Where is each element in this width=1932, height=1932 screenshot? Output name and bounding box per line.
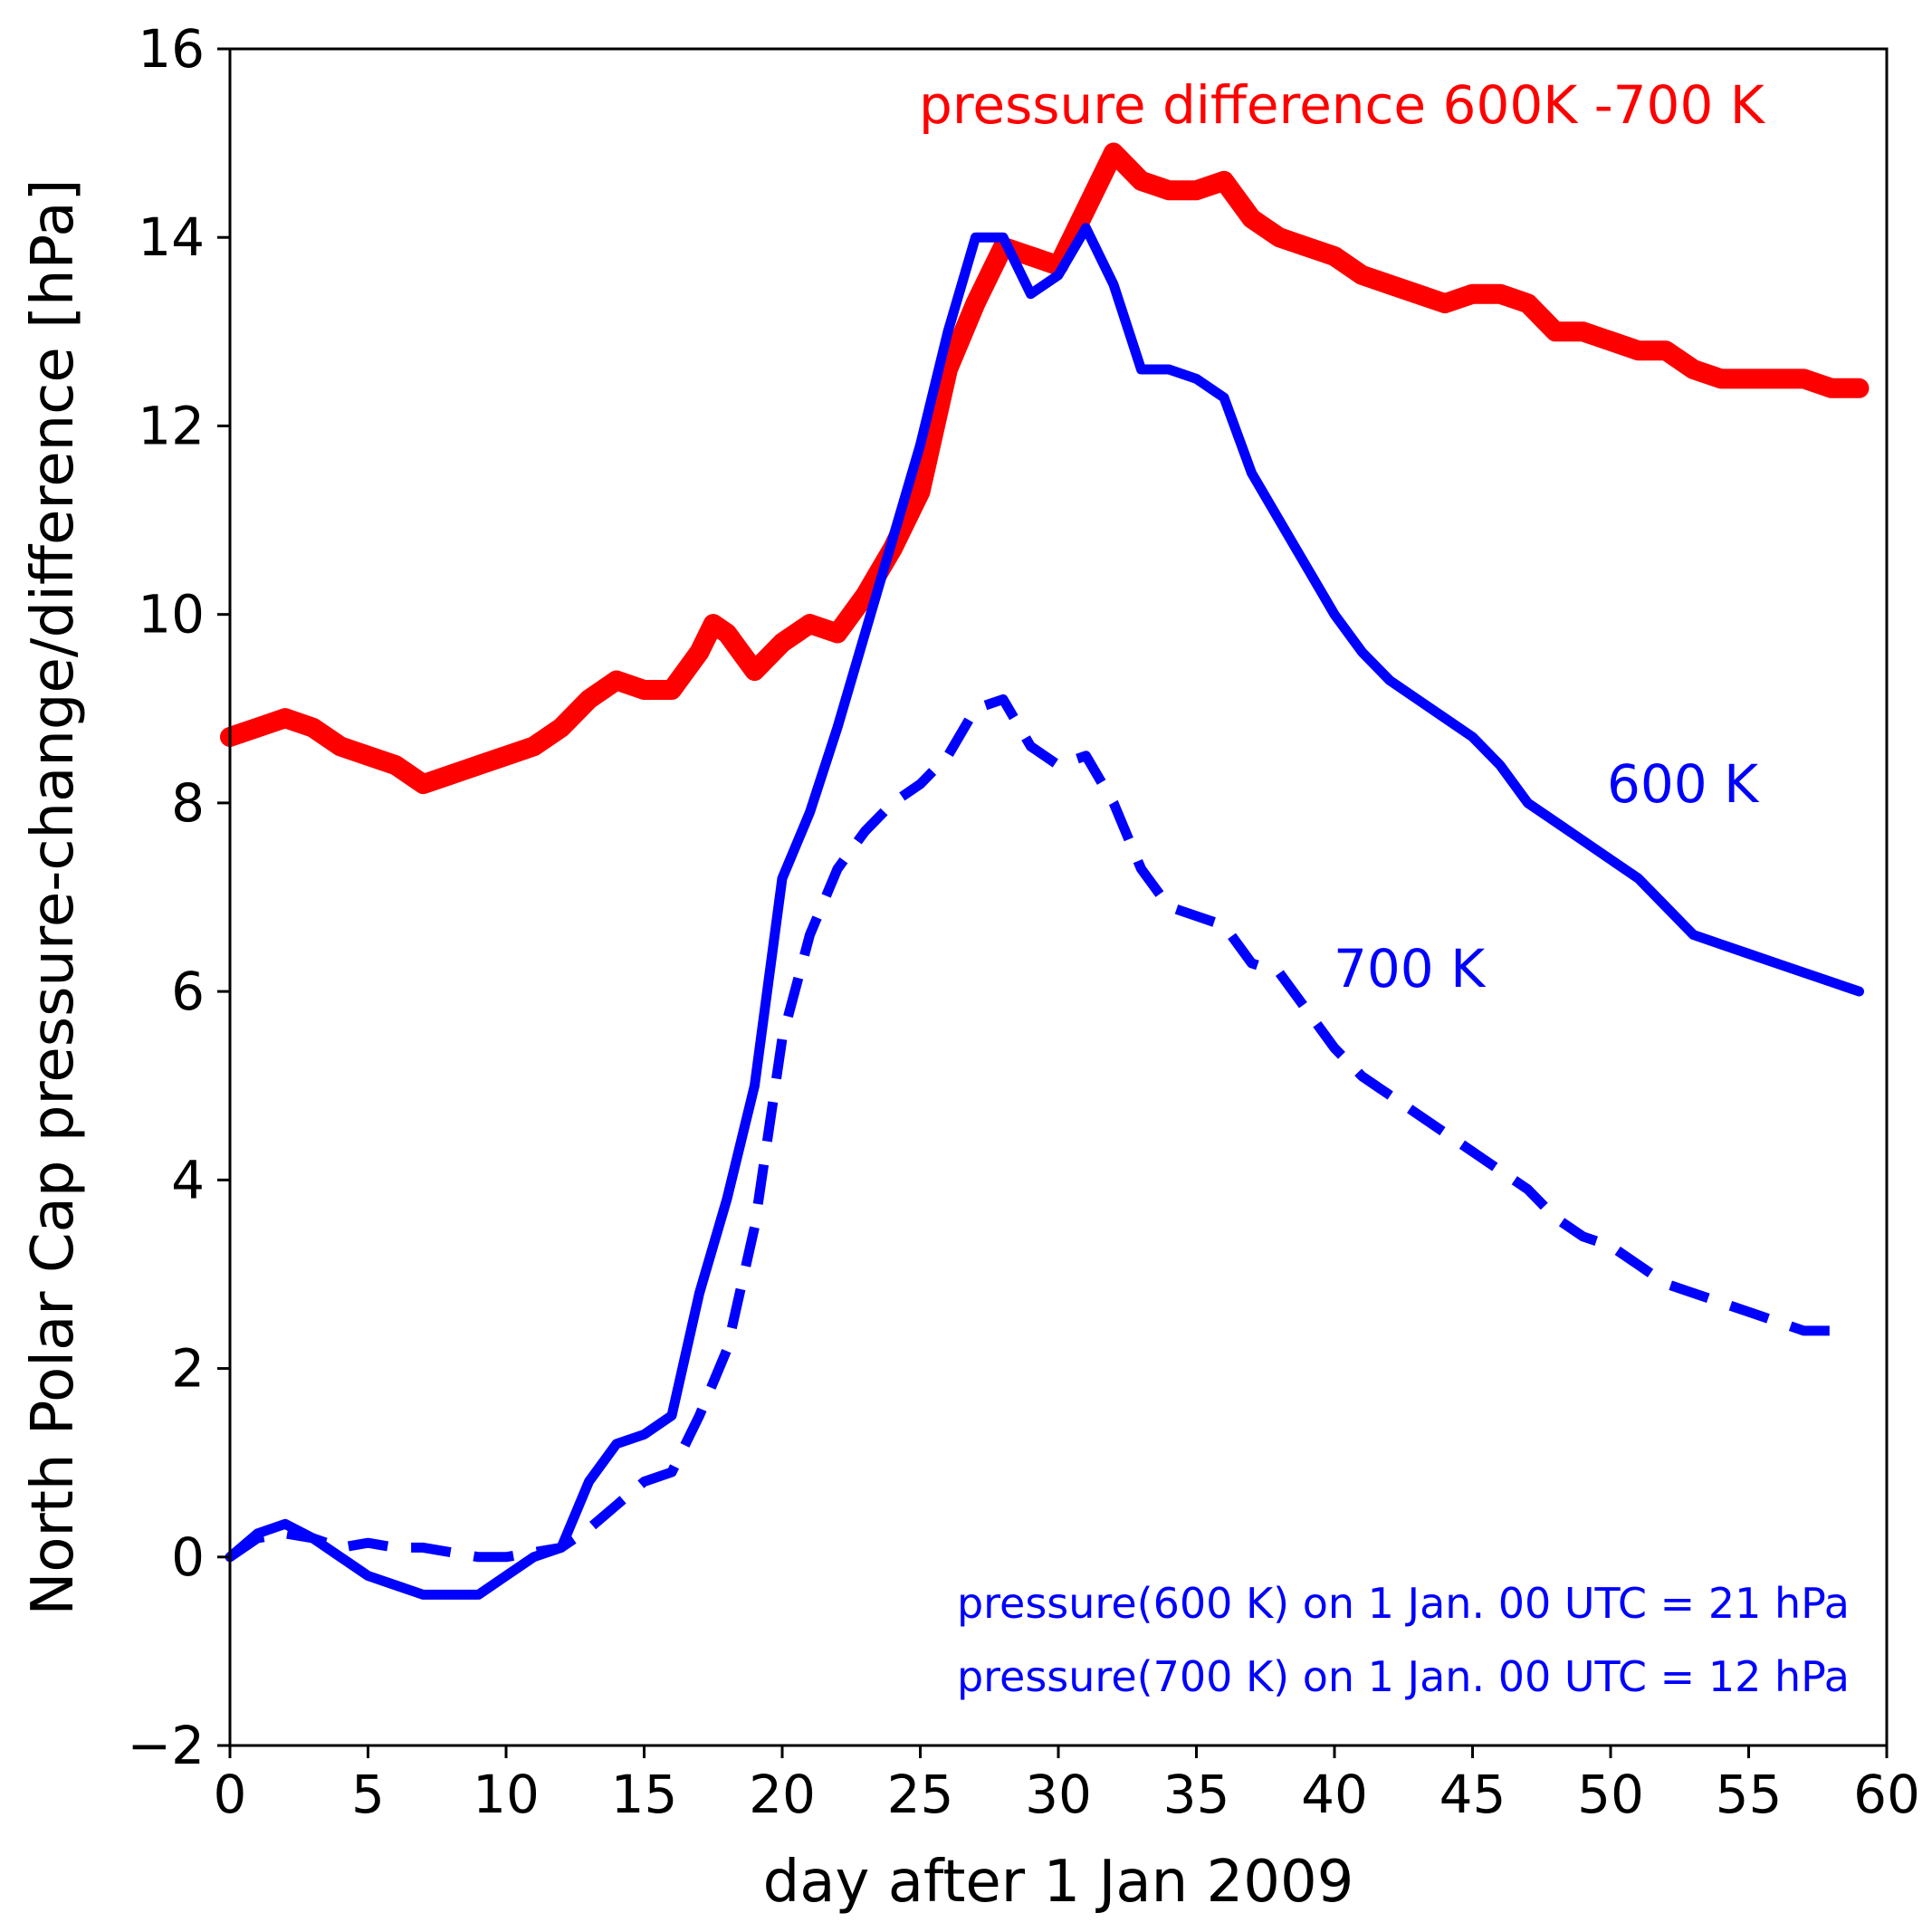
- x-tick-label: 20: [749, 1764, 816, 1825]
- x-tick-label: 60: [1853, 1764, 1920, 1825]
- y-tick-label: 6: [171, 961, 205, 1022]
- x-tick-label: 55: [1716, 1764, 1783, 1825]
- x-tick-label: 50: [1577, 1764, 1644, 1825]
- y-axis-title: North Polar Cap pressure-change/differen…: [20, 178, 87, 1615]
- y-tick-label: 0: [171, 1526, 205, 1588]
- pressure-difference-label: pressure difference 600K -700 K: [919, 74, 1766, 136]
- y-tick-label: 4: [171, 1149, 205, 1210]
- x-tick-label: 10: [473, 1764, 540, 1825]
- y-axis: −2 0 2 4 6 8 10 12 14 16: [128, 18, 230, 1776]
- x-tick-label: 35: [1163, 1764, 1230, 1825]
- series-line-pressure-difference: [220, 142, 1870, 795]
- x-axis: 0 5 10 15 20 25 30 35 40 45 50 55 60: [214, 1745, 1920, 1825]
- x-tick-label: 40: [1301, 1764, 1368, 1825]
- series-label-600k: 600 K: [1607, 753, 1760, 815]
- y-tick-label: 12: [138, 395, 205, 456]
- series-label-700k: 700 K: [1334, 938, 1487, 999]
- x-tick-label: 25: [887, 1764, 954, 1825]
- x-tick-label: 45: [1439, 1764, 1506, 1825]
- series-layer: [220, 142, 1870, 1600]
- x-axis-title: day after 1 Jan 2009: [763, 1849, 1354, 1916]
- x-tick-label: 0: [214, 1764, 247, 1825]
- note-700k-pressure: pressure(700 K) on 1 Jan. 00 UTC = 12 hP…: [957, 1652, 1850, 1701]
- x-tick-label: 5: [351, 1764, 385, 1825]
- y-tick-label: 10: [138, 584, 205, 646]
- y-tick-label: 14: [138, 206, 205, 268]
- series-line-600k: [225, 223, 1864, 1600]
- x-tick-label: 15: [611, 1764, 678, 1825]
- y-tick-label: 16: [138, 18, 205, 80]
- y-tick-label: 8: [171, 772, 205, 834]
- y-tick-label: 2: [171, 1338, 205, 1400]
- note-600k-pressure: pressure(600 K) on 1 Jan. 00 UTC = 21 hP…: [957, 1579, 1850, 1628]
- y-tick-label: −2: [128, 1715, 206, 1776]
- series-line-700k: [226, 693, 1832, 1563]
- x-tick-label: 30: [1025, 1764, 1092, 1825]
